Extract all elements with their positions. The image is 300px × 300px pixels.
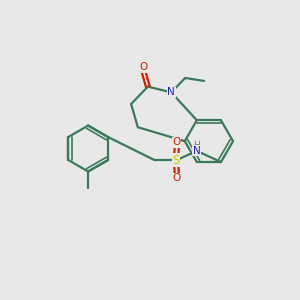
Text: O: O [173,137,181,147]
Text: H: H [194,141,200,150]
Text: S: S [172,154,180,167]
Text: O: O [173,173,181,183]
Text: N: N [167,87,175,98]
Text: N: N [193,146,201,156]
Text: O: O [139,62,147,72]
